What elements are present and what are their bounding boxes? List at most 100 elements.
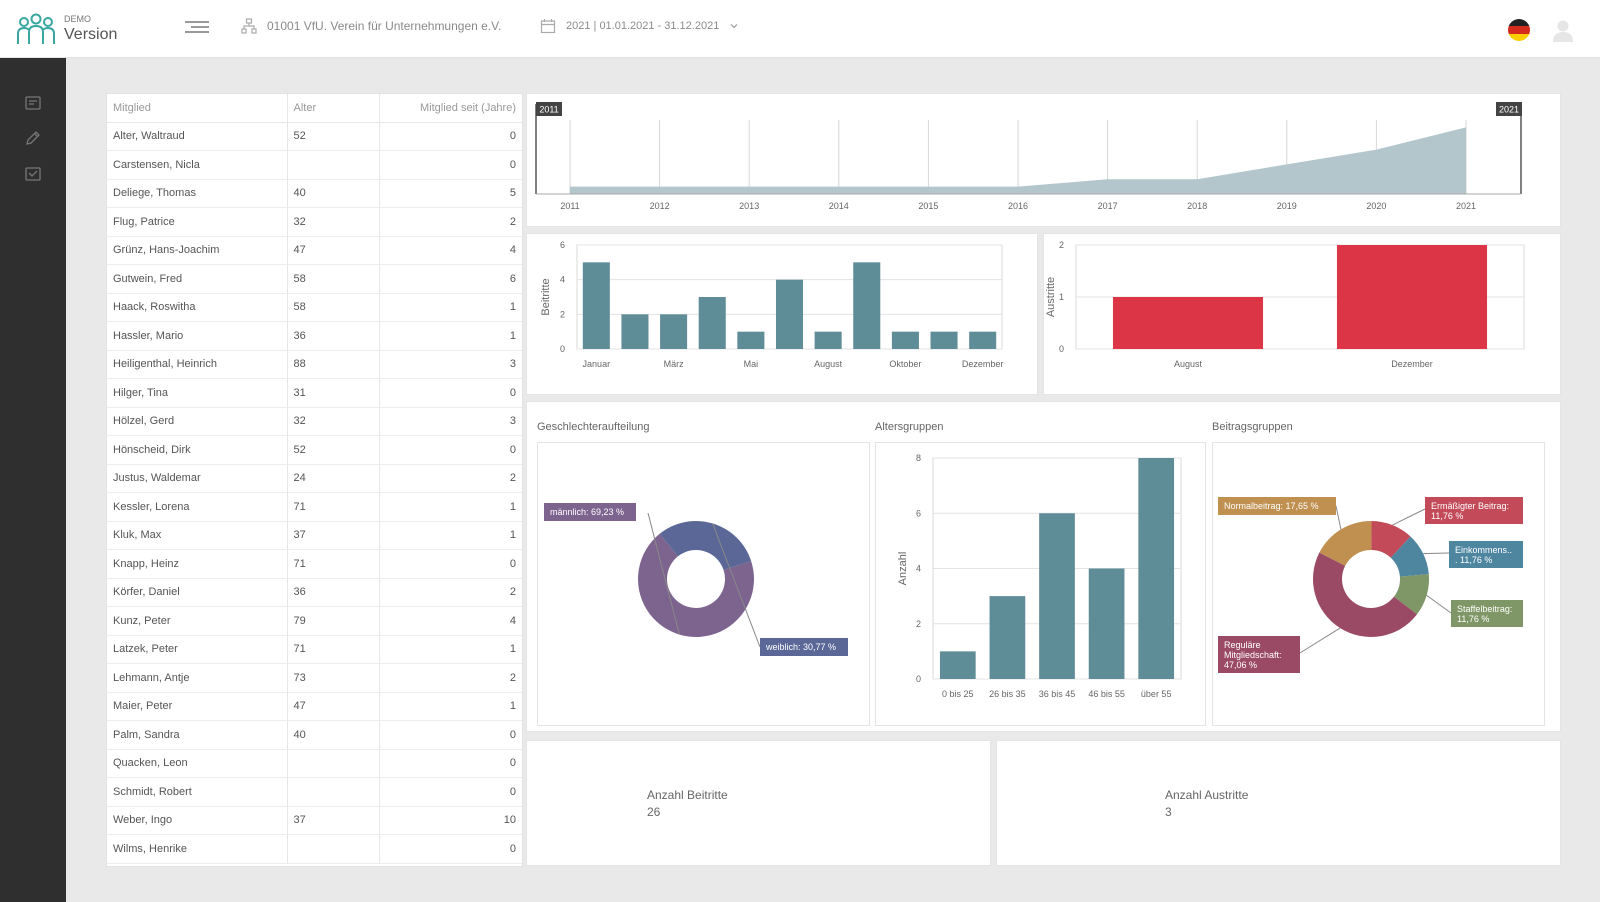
range-end-badge[interactable]	[1496, 102, 1522, 116]
age-chart-title: Altersgruppen	[875, 421, 944, 433]
joins-bar[interactable]	[621, 314, 649, 349]
leaves-bar[interactable]	[1112, 297, 1264, 349]
menu-toggle-button[interactable]	[185, 18, 209, 38]
age-bar-chart: 0 2 4 6 8 0 bis 25 26 bis 35 36 bis 45 46 bis 55…	[897, 453, 1182, 699]
table-row[interactable]: Knapp, Heinz 71 0	[107, 549, 522, 579]
member-since-cell: 0	[379, 777, 522, 807]
table-row[interactable]: Justus, Waldemar 24 2	[107, 464, 522, 493]
table-row[interactable]: Latzek, Peter 71 1	[107, 635, 522, 664]
member-name-cell: Hilger, Tina	[107, 378, 288, 408]
joins-bar[interactable]	[853, 262, 881, 349]
member-age-cell: 32	[287, 207, 380, 237]
member-since-cell: 2	[379, 207, 522, 237]
table-row[interactable]: Körfer, Daniel 36 2	[107, 578, 522, 607]
fee-label-box	[1218, 497, 1336, 515]
table-row[interactable]: Deliege, Thomas 40 5	[107, 179, 522, 208]
table-row[interactable]: Wilms, Henrike 0	[107, 834, 522, 864]
leaves-x-tick-label: Dezember	[1391, 359, 1433, 369]
joins-bar[interactable]	[930, 331, 958, 349]
timeline-tick-label: 2016	[1008, 201, 1028, 211]
joins-bar[interactable]	[737, 331, 765, 349]
timeline-tick-label: 2018	[1187, 201, 1207, 211]
range-start-badge[interactable]	[536, 102, 562, 116]
fee-slice[interactable]	[1390, 536, 1429, 577]
timeline-chart: 2011 2012 2013 2014 2015 2016 2017 2018 2019 2020…	[535, 102, 1522, 211]
people-logo-icon[interactable]	[16, 12, 56, 46]
age-bar[interactable]	[989, 596, 1026, 679]
joins-y-tick-label: 2	[560, 309, 565, 319]
fee-slice-label: Staffelbeitrag: 11,76 %	[1457, 604, 1512, 624]
table-row[interactable]: Flug, Patrice 32 2	[107, 207, 522, 237]
column-header-member[interactable]: Mitglied	[107, 94, 288, 123]
timeline-tick-label: 2021	[1456, 201, 1476, 211]
member-since-cell: 10	[379, 806, 522, 835]
member-name-cell: Quacken, Leon	[107, 749, 288, 778]
fee-slice[interactable]	[1393, 574, 1429, 615]
fee-slice-label: Normalbeitrag: 17,65 %	[1224, 501, 1319, 511]
table-row[interactable]: Hassler, Mario 36 1	[107, 321, 522, 351]
member-age-cell: 58	[287, 293, 380, 322]
report-icon[interactable]	[24, 165, 42, 183]
table-row[interactable]: Kunz, Peter 79 4	[107, 606, 522, 636]
table-row[interactable]: Alter, Waltraud 52 0	[107, 122, 522, 151]
fee-slice[interactable]	[1371, 521, 1411, 558]
german-flag-icon[interactable]	[1508, 19, 1530, 41]
joins-bar[interactable]	[582, 262, 610, 349]
column-header-member-since[interactable]: Mitglied seit (Jahre)	[379, 94, 522, 123]
period-selector[interactable]: 2021 | 01.01.2021 - 31.12.2021	[540, 18, 739, 34]
table-row[interactable]: Gutwein, Fred 58 6	[107, 264, 522, 294]
table-row[interactable]: Heiligenthal, Heinrich 88 3	[107, 350, 522, 379]
joins-bar[interactable]	[775, 279, 804, 349]
leaves-bar[interactable]	[1336, 245, 1488, 349]
timeline-chart-panel: 2011 2012 2013 2014 2015 2016 2017 2018 2019 2020…	[526, 93, 1561, 227]
organization-selector[interactable]: 01001 VfU. Verein für Unternehmungen e.V…	[241, 18, 501, 34]
table-row[interactable]: Kessler, Lorena 71 1	[107, 492, 522, 522]
age-bar[interactable]	[939, 651, 976, 679]
table-row[interactable]: Hölzel, Gerd 32 3	[107, 407, 522, 436]
table-row[interactable]: Carstensen, Nicla 0	[107, 150, 522, 180]
age-bar[interactable]	[1039, 513, 1075, 679]
member-age-cell: 47	[287, 236, 380, 265]
table-row[interactable]: Hilger, Tina 31 0	[107, 378, 522, 408]
table-row[interactable]: Schmidt, Robert 0	[107, 777, 522, 807]
member-since-cell: 0	[379, 834, 522, 864]
joins-bar-chart: 0 2 4 6 Januar März Mai August Oktober Dezember Be…	[540, 240, 1003, 369]
table-row[interactable]: Hönscheid, Dirk 52 0	[107, 435, 522, 465]
age-bar[interactable]	[1088, 568, 1125, 680]
joins-bar[interactable]	[660, 314, 688, 349]
column-header-age[interactable]: Alter	[287, 94, 380, 123]
member-age-cell	[287, 150, 380, 180]
fee-slice[interactable]	[1319, 521, 1372, 566]
table-row[interactable]: Haack, Roswitha 58 1	[107, 293, 522, 322]
member-age-cell	[287, 749, 380, 778]
fee-slice-label: Einkommens... 11,76 %	[1455, 545, 1512, 565]
member-name-cell: Latzek, Peter	[107, 635, 288, 664]
joins-bar[interactable]	[969, 331, 997, 349]
table-row[interactable]: Weber, Ingo 37 10	[107, 806, 522, 835]
age-bar[interactable]	[1138, 458, 1175, 679]
joins-bar[interactable]	[891, 331, 919, 349]
gender-slice[interactable]	[638, 533, 754, 637]
leaves-count-label: Anzahl Austritte	[1165, 788, 1249, 802]
table-row[interactable]: Maier, Peter 47 1	[107, 692, 522, 721]
table-row[interactable]: Kluk, Max 37 1	[107, 521, 522, 550]
member-since-cell: 0	[379, 749, 522, 778]
table-row[interactable]: Grünz, Hans-Joachim 47 4	[107, 236, 522, 265]
member-name-cell: Weber, Ingo	[107, 806, 288, 835]
pencil-icon[interactable]	[24, 129, 42, 147]
table-row[interactable]: Lehmann, Antje 73 2	[107, 663, 522, 693]
joins-bar[interactable]	[698, 297, 726, 349]
joins-bar[interactable]	[814, 331, 842, 349]
dashboard-icon[interactable]	[24, 94, 42, 112]
user-avatar-icon[interactable]	[1552, 18, 1574, 42]
joins-y-axis-label: Beitritte	[540, 278, 552, 315]
joins-count-value: 26	[647, 805, 661, 819]
fee-slice[interactable]	[1313, 552, 1417, 637]
distribution-panel: Geschlechteraufteilung Altersgruppen Bei…	[526, 401, 1561, 732]
age-y-tick-label: 4	[916, 564, 921, 574]
fee-label-connector	[1299, 627, 1341, 654]
table-row[interactable]: Palm, Sandra 40 0	[107, 720, 522, 750]
table-row[interactable]: Quacken, Leon 0	[107, 749, 522, 778]
member-age-cell: 40	[287, 179, 380, 208]
gender-slice[interactable]	[659, 521, 752, 571]
